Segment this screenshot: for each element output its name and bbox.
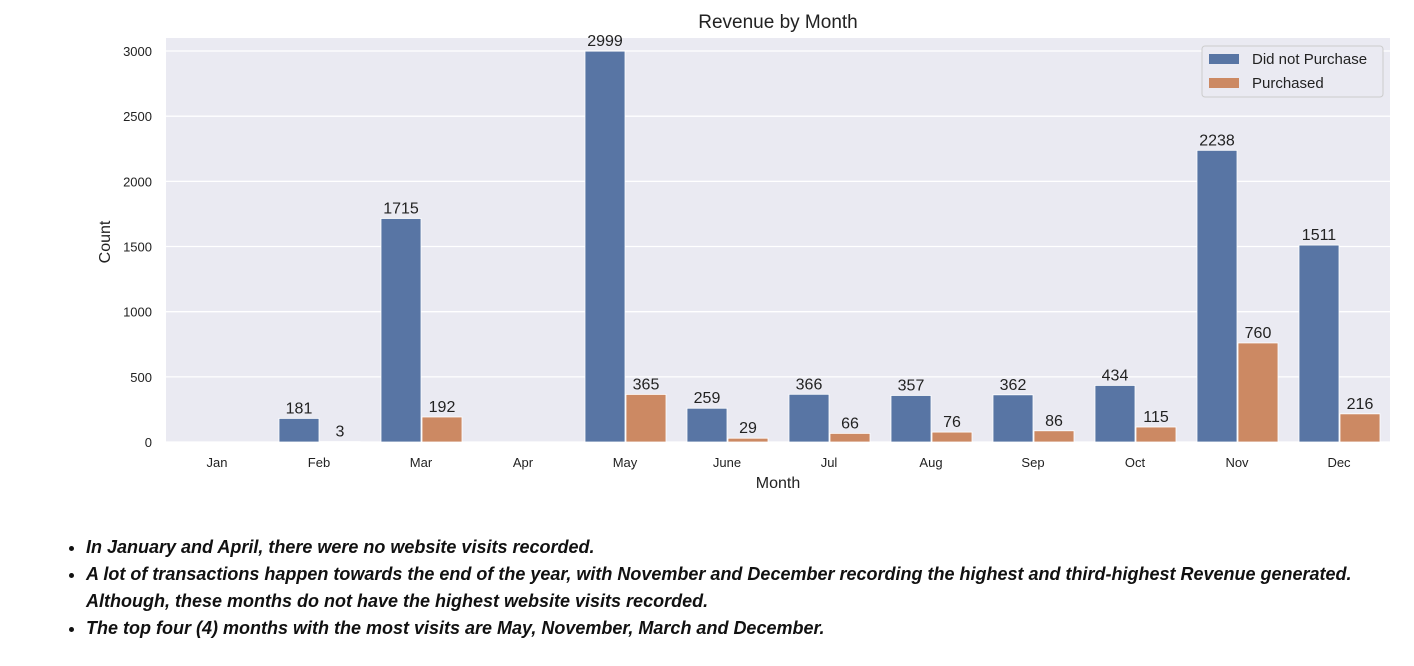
revenue-chart: 181 3 1715 192 2999 365 259 29 366 66 357 76 362 86 43… <box>97 12 1390 492</box>
bar-did-not-purchase <box>1094 385 1136 443</box>
x-tick-label: Nov <box>1225 455 1249 470</box>
bar-value-label: 1511 <box>1302 227 1337 244</box>
legend-swatch <box>1209 54 1239 64</box>
bar-purchased <box>421 416 463 443</box>
y-tick-label: 500 <box>130 370 152 385</box>
bar-value-label: 357 <box>898 377 925 394</box>
bar-did-not-purchase <box>380 218 422 443</box>
bar-value-label: 2238 <box>1199 132 1235 149</box>
bar-purchased <box>1033 430 1075 443</box>
y-tick-label: 1000 <box>123 305 152 320</box>
bar-purchased <box>829 432 871 443</box>
y-tick-labels: 0 500 1000 1500 2000 2500 3000 <box>123 44 152 450</box>
bar-value-label: 366 <box>796 376 823 393</box>
bar-purchased <box>727 437 769 443</box>
bar-purchased <box>1135 426 1177 443</box>
bar-value-label: 3 <box>336 424 345 441</box>
bar-labels: 181 3 1715 192 2999 365 259 29 366 66 357 76 362 86 43… <box>286 33 1374 440</box>
bar-value-label: 760 <box>1245 325 1272 342</box>
y-tick-label: 0 <box>145 435 152 450</box>
bar-did-not-purchase <box>584 50 626 443</box>
x-tick-label: Mar <box>410 455 433 470</box>
y-tick-label: 1500 <box>123 240 152 255</box>
y-tick-label: 2000 <box>123 174 152 189</box>
note-item: A lot of transactions happen towards the… <box>86 561 1414 615</box>
bar-did-not-purchase <box>788 393 830 443</box>
legend-label: Purchased <box>1252 75 1324 92</box>
bar-value-label: 192 <box>429 399 456 416</box>
x-tick-label: Dec <box>1327 455 1351 470</box>
note-item: The top four (4) months with the most vi… <box>86 615 1414 642</box>
bar-purchased <box>1339 413 1381 443</box>
plot-area <box>166 38 1390 442</box>
legend: Did not Purchase Purchased <box>1201 45 1384 98</box>
bar-did-not-purchase <box>1298 244 1340 443</box>
bar-value-label: 365 <box>633 376 660 393</box>
observations-list: In January and April, there were no webs… <box>60 534 1414 642</box>
bar-did-not-purchase <box>992 394 1034 443</box>
gridlines <box>166 50 1390 443</box>
x-tick-labels: Jan Feb Mar Apr May June Jul Aug Sep Oct Nov Dec <box>207 455 1352 470</box>
x-tick-label: Sep <box>1021 455 1044 470</box>
bar-purchased <box>625 394 667 443</box>
bar-value-label: 2999 <box>587 33 623 50</box>
bar-purchased <box>931 431 973 443</box>
bar-value-label: 434 <box>1102 367 1129 384</box>
x-tick-label: May <box>613 455 638 470</box>
x-tick-label: Feb <box>308 455 330 470</box>
y-tick-label: 3000 <box>123 44 152 59</box>
legend-swatch <box>1209 78 1239 88</box>
bar-value-label: 259 <box>694 390 721 407</box>
bar-value-label: 115 <box>1143 409 1169 426</box>
legend-frame <box>1201 45 1384 98</box>
bar-value-label: 181 <box>286 400 313 417</box>
x-tick-label: Aug <box>919 455 942 470</box>
bar-did-not-purchase <box>1196 149 1238 443</box>
x-tick-label: Jul <box>821 455 838 470</box>
bar-value-label: 86 <box>1045 413 1063 430</box>
chart-title: Revenue by Month <box>698 12 858 33</box>
bar-value-label: 216 <box>1347 396 1374 413</box>
y-tick-label: 2500 <box>123 109 152 124</box>
x-tick-label: Oct <box>1125 455 1146 470</box>
bars <box>278 50 1381 443</box>
note-item: In January and April, there were no webs… <box>86 534 1414 561</box>
legend-label: Did not Purchase <box>1252 51 1367 68</box>
bar-purchased <box>1237 342 1279 443</box>
x-tick-label: Jan <box>207 455 228 470</box>
bar-value-label: 362 <box>1000 377 1027 394</box>
bar-did-not-purchase <box>278 418 320 443</box>
bar-did-not-purchase <box>686 407 728 443</box>
x-axis-label: Month <box>756 475 800 492</box>
x-tick-label: Apr <box>513 455 534 470</box>
bar-value-label: 1715 <box>383 200 419 217</box>
bar-value-label: 76 <box>943 414 961 431</box>
bar-did-not-purchase <box>890 395 932 443</box>
y-axis-label: Count <box>97 220 114 263</box>
bar-value-label: 66 <box>841 415 859 432</box>
x-tick-label: June <box>713 455 741 470</box>
bar-value-label: 29 <box>739 420 757 437</box>
